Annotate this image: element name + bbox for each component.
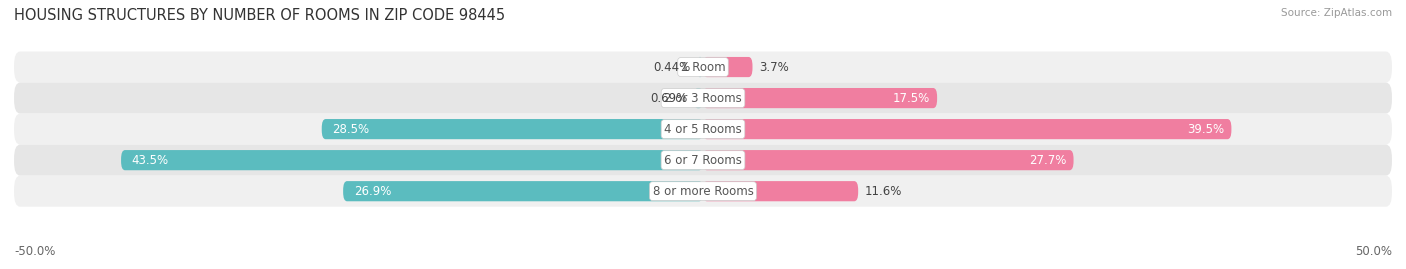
Text: 0.44%: 0.44% xyxy=(654,61,690,73)
Text: 0.69%: 0.69% xyxy=(650,91,688,105)
FancyBboxPatch shape xyxy=(14,114,1392,145)
Text: 50.0%: 50.0% xyxy=(1355,245,1392,258)
Text: 26.9%: 26.9% xyxy=(354,185,391,198)
FancyBboxPatch shape xyxy=(693,88,703,108)
FancyBboxPatch shape xyxy=(703,119,1232,139)
Text: 39.5%: 39.5% xyxy=(1188,123,1225,136)
FancyBboxPatch shape xyxy=(14,83,1392,114)
Text: 28.5%: 28.5% xyxy=(332,123,370,136)
Text: 43.5%: 43.5% xyxy=(132,154,169,167)
FancyBboxPatch shape xyxy=(14,176,1392,207)
FancyBboxPatch shape xyxy=(703,57,752,77)
Text: 6 or 7 Rooms: 6 or 7 Rooms xyxy=(664,154,742,167)
FancyBboxPatch shape xyxy=(322,119,703,139)
FancyBboxPatch shape xyxy=(121,150,703,170)
Text: 8 or more Rooms: 8 or more Rooms xyxy=(652,185,754,198)
FancyBboxPatch shape xyxy=(343,181,703,201)
Text: 11.6%: 11.6% xyxy=(865,185,903,198)
FancyBboxPatch shape xyxy=(703,150,1074,170)
Text: HOUSING STRUCTURES BY NUMBER OF ROOMS IN ZIP CODE 98445: HOUSING STRUCTURES BY NUMBER OF ROOMS IN… xyxy=(14,8,505,23)
Text: 17.5%: 17.5% xyxy=(893,91,931,105)
Text: 2 or 3 Rooms: 2 or 3 Rooms xyxy=(664,91,742,105)
FancyBboxPatch shape xyxy=(703,88,938,108)
FancyBboxPatch shape xyxy=(14,145,1392,176)
Text: Source: ZipAtlas.com: Source: ZipAtlas.com xyxy=(1281,8,1392,18)
Text: 1 Room: 1 Room xyxy=(681,61,725,73)
Text: 3.7%: 3.7% xyxy=(759,61,789,73)
FancyBboxPatch shape xyxy=(14,52,1392,83)
Text: 4 or 5 Rooms: 4 or 5 Rooms xyxy=(664,123,742,136)
FancyBboxPatch shape xyxy=(697,57,703,77)
Text: 27.7%: 27.7% xyxy=(1029,154,1067,167)
FancyBboxPatch shape xyxy=(703,181,858,201)
Text: -50.0%: -50.0% xyxy=(14,245,55,258)
